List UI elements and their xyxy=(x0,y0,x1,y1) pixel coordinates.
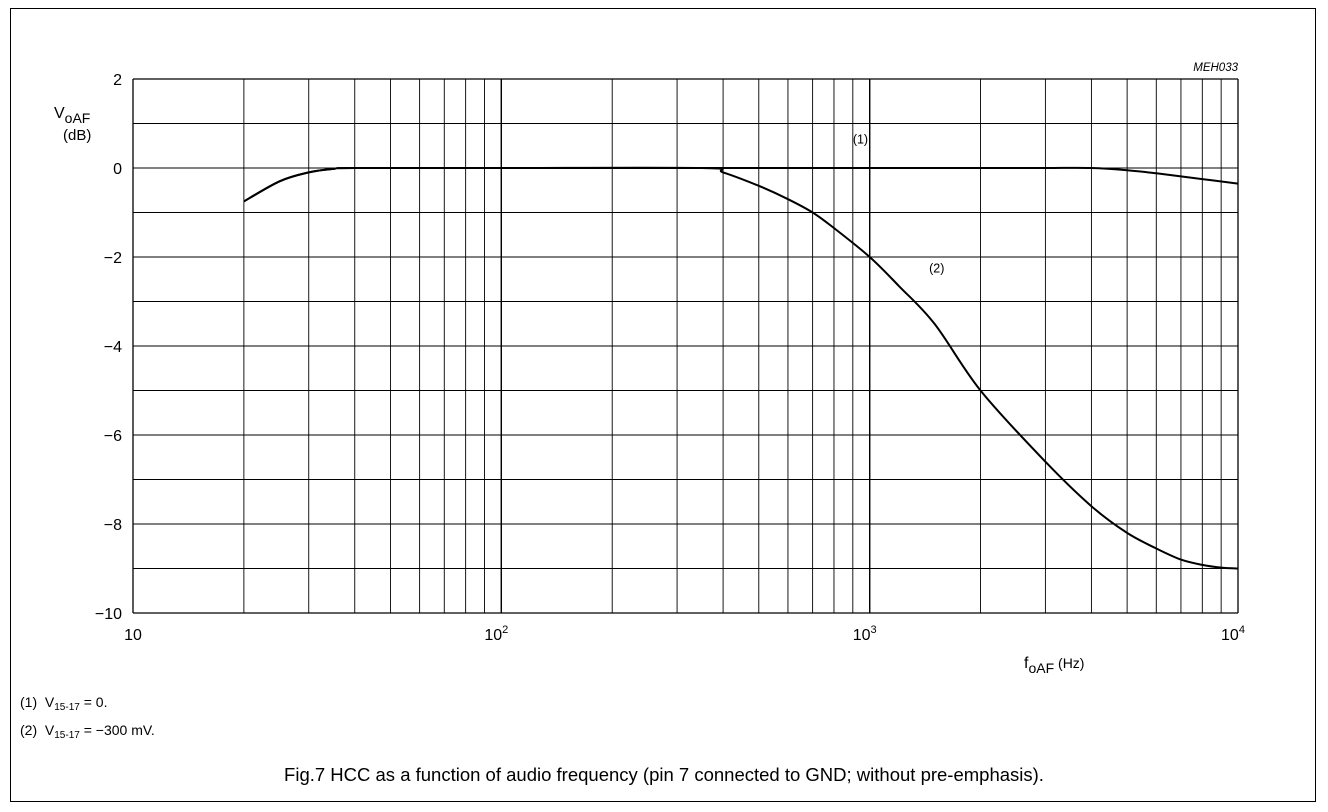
grid xyxy=(132,78,1239,614)
x-tick-label: 102 xyxy=(484,624,508,644)
note-2-text: = −300 mV. xyxy=(79,722,155,738)
note-2-symbol: V xyxy=(44,722,55,738)
y-axis-label-main: V xyxy=(54,105,65,122)
y-axis-unit: (dB) xyxy=(63,127,91,144)
series-line-1 xyxy=(243,166,1239,203)
series-label-2: (2) xyxy=(929,262,944,276)
y-tick-label: −8 xyxy=(104,517,122,534)
y-tick-label: −2 xyxy=(104,250,122,267)
x-tick-label: 10 xyxy=(124,627,142,644)
x-axis-label-main: f xyxy=(1024,655,1029,672)
x-tick-exponent: 4 xyxy=(1239,624,1245,636)
y-axis-label-sub: oAF xyxy=(65,110,91,126)
x-tick-base: 10 xyxy=(1221,627,1239,644)
note-1-num: (1) xyxy=(20,694,38,710)
x-tick-label: 104 xyxy=(1221,624,1245,644)
x-axis-label: foAF (Hz) xyxy=(1024,655,1084,676)
series-label-1: (1) xyxy=(853,133,868,147)
y-tick-label: −4 xyxy=(104,339,122,356)
note-2-num: (2) xyxy=(20,722,38,738)
figure-frame xyxy=(10,8,1316,802)
note-1-text: = 0. xyxy=(79,694,108,710)
y-axis-label: VoAF xyxy=(54,105,90,126)
note-2: (2) V15-17 = −300 mV. xyxy=(20,722,155,741)
y-tick-label: 2 xyxy=(113,72,122,89)
note-2-sub: 15-17 xyxy=(54,730,80,741)
chart-code: MEH033 xyxy=(1193,62,1238,74)
x-tick-exponent: 2 xyxy=(502,624,508,636)
x-tick-exponent: 3 xyxy=(871,624,877,636)
series-line-2 xyxy=(243,166,1239,570)
figure-caption: Fig.7 HCC as a function of audio frequen… xyxy=(284,764,1044,785)
note-1-sub: 15-17 xyxy=(54,702,80,713)
y-tick-label: −6 xyxy=(104,428,122,445)
x-tick-base: 10 xyxy=(853,627,871,644)
y-tick-label: 0 xyxy=(113,161,122,178)
series-group: (1) (2) xyxy=(243,133,1239,570)
x-tick-base: 10 xyxy=(484,627,502,644)
note-1: (1) V15-17 = 0. xyxy=(20,694,107,713)
x-axis-label-unit: (Hz) xyxy=(1054,655,1084,671)
x-axis-label-sub: oAF xyxy=(1028,660,1054,676)
x-tick-label: 103 xyxy=(853,624,877,644)
x-tick-base: 10 xyxy=(124,627,142,644)
note-1-symbol: V xyxy=(44,694,55,710)
y-tick-label: −10 xyxy=(95,606,122,623)
